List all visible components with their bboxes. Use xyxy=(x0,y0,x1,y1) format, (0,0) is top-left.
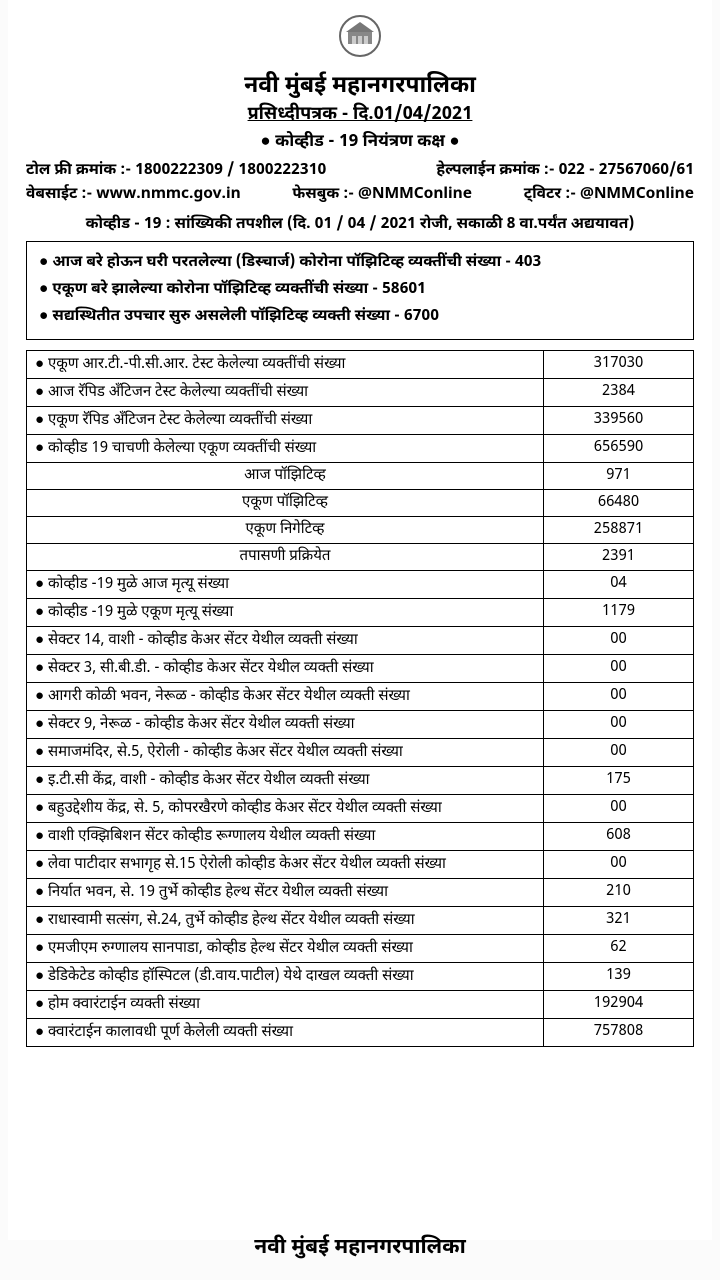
row-label: ● आगरी कोळी भवन, नेरूळ - कोव्हीड केअर से… xyxy=(27,683,544,711)
contact-row-1: टोल फ्री क्रमांक :- 1800222309 / 1800222… xyxy=(26,161,694,181)
table-row: ● बहुउद्देशीय केंद्र, से. 5, कोपरखैरणे क… xyxy=(27,795,694,823)
row-label: ● एकूण आर.टी.-पी.सी.आर. टेस्ट केलेल्या व… xyxy=(27,351,544,379)
row-value: 04 xyxy=(544,571,694,599)
table-row: ● कोव्हीड -19 मुळे एकूण मृत्यू संख्या117… xyxy=(27,599,694,627)
table-row: आज पॉझिटिव्ह971 xyxy=(27,463,694,490)
table-row: ● राधास्वामी सत्संग, से.24, तुर्भे कोव्ह… xyxy=(27,907,694,935)
row-label: ● निर्यात भवन, से. 19 तुर्भे कोव्हीड हेल… xyxy=(27,879,544,907)
row-label: ● एमजीएम रुग्णालय सानपाडा, कोव्हीड हेल्थ… xyxy=(27,935,544,963)
row-value: 00 xyxy=(544,683,694,711)
row-label: ● डेडिकेटेड कोव्हीड हॉस्पिटल (डी.वाय.पाट… xyxy=(27,963,544,991)
table-row: ● कोव्हीड -19 मुळे आज मृत्यू संख्या04 xyxy=(27,571,694,599)
row-value: 971 xyxy=(544,463,694,490)
row-label: ● लेवा पाटीदार सभागृह से.15 ऐरोली कोव्ही… xyxy=(27,851,544,879)
tollfree-label: टोल फ्री क्रमांक :- 1800222309 / 1800222… xyxy=(26,161,326,181)
row-label: ● आज रॅपिड अँटिजन टेस्ट केलेल्या व्यक्ती… xyxy=(27,379,544,407)
table-row: ● डेडिकेटेड कोव्हीड हॉस्पिटल (डी.वाय.पाट… xyxy=(27,963,694,991)
table-row: ● आगरी कोळी भवन, नेरूळ - कोव्हीड केअर से… xyxy=(27,683,694,711)
row-value: 608 xyxy=(544,823,694,851)
row-value: 258871 xyxy=(544,517,694,544)
row-label: एकूण निगेटिव्ह xyxy=(27,517,544,544)
table-row: ● कोव्हीड 19 चाचणी केलेल्या एकूण व्यक्ती… xyxy=(27,435,694,463)
row-value: 210 xyxy=(544,879,694,907)
row-label: ● सेक्टर 3, सी.बी.डी. - कोव्हीड केअर सें… xyxy=(27,655,544,683)
document-page: नवी मुंबई महानगरपालिका प्रसिध्दीपत्रक - … xyxy=(8,0,712,1240)
row-value: 192904 xyxy=(544,991,694,1019)
row-value: 339560 xyxy=(544,407,694,435)
row-value: 321 xyxy=(544,907,694,935)
row-label: ● कोव्हीड -19 मुळे एकूण मृत्यू संख्या xyxy=(27,599,544,627)
contact-row-2: वेबसाईट :- www.nmmc.gov.in फेसबुक :- @NM… xyxy=(26,185,694,205)
row-label: ● वाशी एक्झिबिशन सेंटर कोव्हीड रूग्णालय … xyxy=(27,823,544,851)
helpline-label: हेल्पलाईन क्रमांक :- 022 - 27567060/61 xyxy=(436,161,694,181)
table-row: ● सेक्टर 9, नेरूळ - कोव्हीड केअर सेंटर य… xyxy=(27,711,694,739)
summary-active: ● सद्यस्थितीत उपचार सुरु असलेली पॉझिटिव्… xyxy=(39,304,681,331)
row-value: 1179 xyxy=(544,599,694,627)
row-value: 656590 xyxy=(544,435,694,463)
press-release-date: प्रसिध्दीपत्रक - दि.01/04/2021 xyxy=(26,104,694,127)
table-row: एकूण पॉझिटिव्ह66480 xyxy=(27,490,694,517)
table-row: ● सेक्टर 3, सी.बी.डी. - कोव्हीड केअर सें… xyxy=(27,655,694,683)
org-title: नवी मुंबई महानगरपालिका xyxy=(26,72,694,102)
row-value: 00 xyxy=(544,655,694,683)
table-row: एकूण निगेटिव्ह258871 xyxy=(27,517,694,544)
table-row: ● एकूण रॅपिड अँटिजन टेस्ट केलेल्या व्यक्… xyxy=(27,407,694,435)
row-label: ● सेक्टर 14, वाशी - कोव्हीड केअर सेंटर य… xyxy=(27,627,544,655)
summary-box: ● आज बरे होऊन घरी परतलेल्या (डिस्चार्ज) … xyxy=(26,241,694,340)
row-value: 317030 xyxy=(544,351,694,379)
summary-discharged: ● आज बरे होऊन घरी परतलेल्या (डिस्चार्ज) … xyxy=(39,250,681,277)
section-title: कोव्हीड - 19 : सांख्यिकी तपशील (दि. 01 /… xyxy=(26,215,694,235)
row-label: ● इ.टी.सी केंद्र, वाशी - कोव्हीड केअर से… xyxy=(27,767,544,795)
row-value: 62 xyxy=(544,935,694,963)
row-label: आज पॉझिटिव्ह xyxy=(27,463,544,490)
twitter-label: ट्विटर :- @NMMConline xyxy=(524,185,694,205)
footer-org-title: नवी मुंबई महानगरपालिका xyxy=(8,1234,712,1262)
summary-recovered: ● एकूण बरे झालेल्या कोरोना पॉझिटिव्ह व्य… xyxy=(39,277,681,304)
facebook-label: फेसबुक :- @NMMConline xyxy=(292,185,472,205)
unit-heading: ● कोव्हीड - 19 नियंत्रण कक्ष ● xyxy=(26,131,694,153)
table-row: ● एकूण आर.टी.-पी.सी.आर. टेस्ट केलेल्या व… xyxy=(27,351,694,379)
row-label: ● कोव्हीड -19 मुळे आज मृत्यू संख्या xyxy=(27,571,544,599)
table-row: ● क्वारंटाईन कालावधी पूर्ण केलेली व्यक्त… xyxy=(27,1019,694,1047)
row-value: 2384 xyxy=(544,379,694,407)
row-value: 00 xyxy=(544,739,694,767)
table-row: ● सेक्टर 14, वाशी - कोव्हीड केअर सेंटर य… xyxy=(27,627,694,655)
row-value: 66480 xyxy=(544,490,694,517)
table-row: ● एमजीएम रुग्णालय सानपाडा, कोव्हीड हेल्थ… xyxy=(27,935,694,963)
row-label: ● सेक्टर 9, नेरूळ - कोव्हीड केअर सेंटर य… xyxy=(27,711,544,739)
table-row: ● इ.टी.सी केंद्र, वाशी - कोव्हीड केअर से… xyxy=(27,767,694,795)
table-row: ● वाशी एक्झिबिशन सेंटर कोव्हीड रूग्णालय … xyxy=(27,823,694,851)
website-label: वेबसाईट :- www.nmmc.gov.in xyxy=(26,185,241,205)
row-label: ● कोव्हीड 19 चाचणी केलेल्या एकूण व्यक्ती… xyxy=(27,435,544,463)
row-label: एकूण पॉझिटिव्ह xyxy=(27,490,544,517)
table-row: ● लेवा पाटीदार सभागृह से.15 ऐरोली कोव्ही… xyxy=(27,851,694,879)
row-value: 00 xyxy=(544,795,694,823)
row-value: 00 xyxy=(544,627,694,655)
table-row: ● निर्यात भवन, से. 19 तुर्भे कोव्हीड हेल… xyxy=(27,879,694,907)
row-label: ● क्वारंटाईन कालावधी पूर्ण केलेली व्यक्त… xyxy=(27,1019,544,1047)
row-label: ● बहुउद्देशीय केंद्र, से. 5, कोपरखैरणे क… xyxy=(27,795,544,823)
table-row: ● आज रॅपिड अँटिजन टेस्ट केलेल्या व्यक्ती… xyxy=(27,379,694,407)
org-logo xyxy=(26,14,694,68)
row-value: 139 xyxy=(544,963,694,991)
row-label: ● होम क्वारंटाईन व्यक्ती संख्या xyxy=(27,991,544,1019)
table-row: ● समाजमंदिर, से.5, ऐरोली - कोव्हीड केअर … xyxy=(27,739,694,767)
row-label: तपासणी प्रक्रियेत xyxy=(27,544,544,571)
row-label: ● एकूण रॅपिड अँटिजन टेस्ट केलेल्या व्यक्… xyxy=(27,407,544,435)
table-row: तपासणी प्रक्रियेत2391 xyxy=(27,544,694,571)
row-value: 00 xyxy=(544,851,694,879)
stats-table: ● एकूण आर.टी.-पी.सी.आर. टेस्ट केलेल्या व… xyxy=(26,350,694,1047)
row-value: 00 xyxy=(544,711,694,739)
row-value: 2391 xyxy=(544,544,694,571)
row-value: 757808 xyxy=(544,1019,694,1047)
row-label: ● समाजमंदिर, से.5, ऐरोली - कोव्हीड केअर … xyxy=(27,739,544,767)
row-value: 175 xyxy=(544,767,694,795)
table-row: ● होम क्वारंटाईन व्यक्ती संख्या192904 xyxy=(27,991,694,1019)
row-label: ● राधास्वामी सत्संग, से.24, तुर्भे कोव्ह… xyxy=(27,907,544,935)
